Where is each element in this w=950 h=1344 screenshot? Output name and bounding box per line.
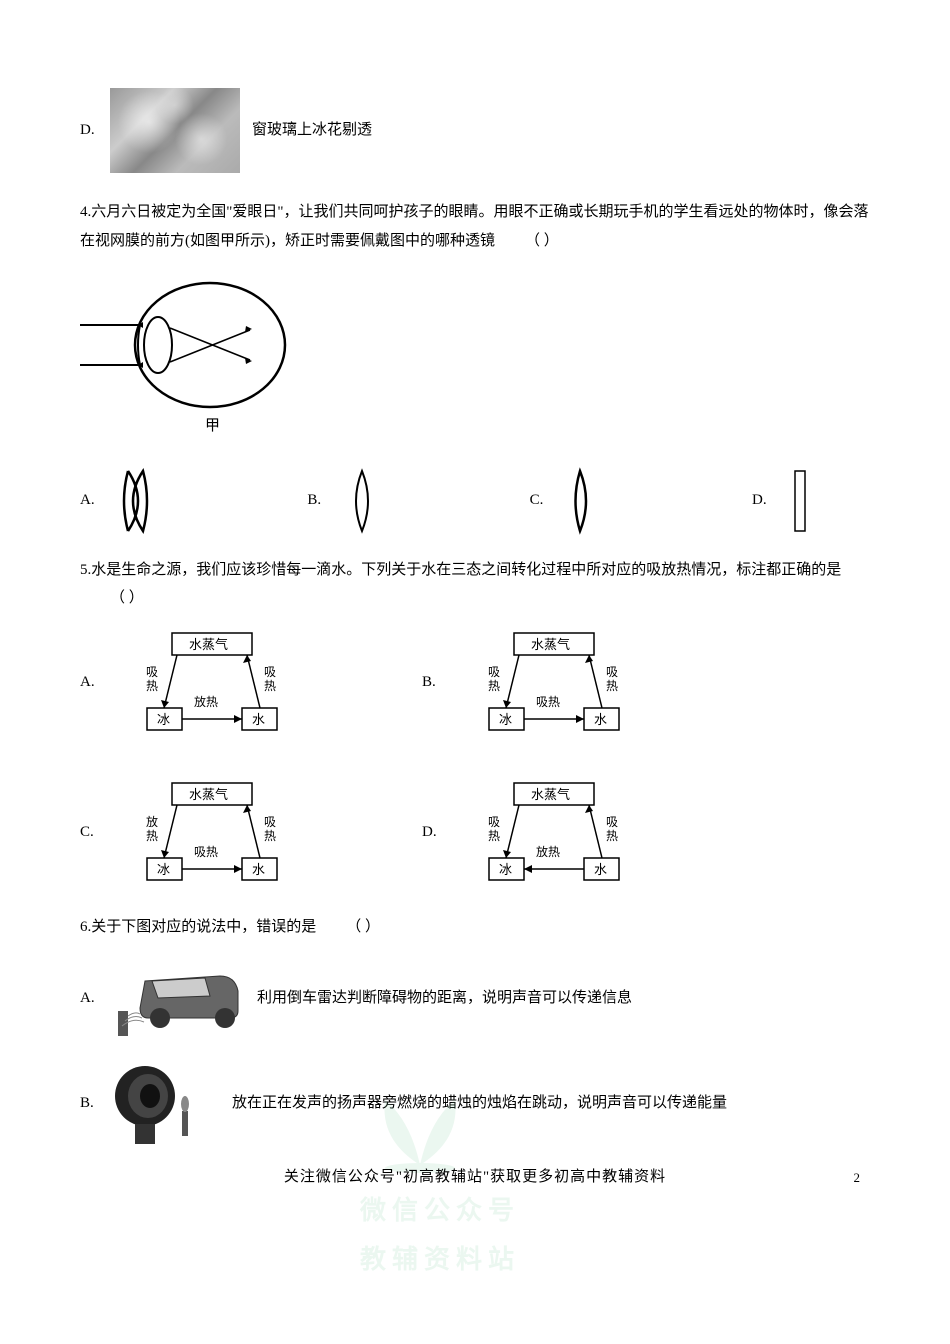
svg-text:吸: 吸 xyxy=(606,665,618,679)
concave-lens-crescent-icon xyxy=(118,466,158,536)
svg-text:冰: 冰 xyxy=(157,862,170,877)
svg-text:水: 水 xyxy=(252,862,265,877)
q6-a-text: 利用倒车雷达判断障碍物的距离，说明声音可以传递信息 xyxy=(257,984,632,1013)
flat-lens-icon xyxy=(790,466,810,536)
svg-text:吸: 吸 xyxy=(606,815,618,829)
eye-label: 甲 xyxy=(205,418,220,434)
car-radar-icon xyxy=(110,956,245,1041)
svg-text:放热: 放热 xyxy=(194,694,218,709)
crescent-lens-icon xyxy=(568,466,603,536)
q5-option-b: B. 水蒸气 冰 水 吸 热 吸 热 吸热 xyxy=(422,628,644,738)
q5-diagrams: A. 水蒸气 冰 水 吸 热 吸 热 放热 B. xyxy=(80,628,870,888)
watermark-line1: 微信公众号 xyxy=(360,1186,520,1235)
svg-text:热: 热 xyxy=(488,829,500,843)
svg-text:热: 热 xyxy=(488,679,500,693)
speaker-candle-icon xyxy=(110,1056,220,1151)
q4-option-a: A. xyxy=(80,466,158,536)
svg-text:热: 热 xyxy=(264,679,276,693)
question-option-d: D. 窗玻璃上冰花剔透 xyxy=(80,88,870,173)
svg-text:水蒸气: 水蒸气 xyxy=(531,787,570,802)
svg-text:热: 热 xyxy=(606,829,618,843)
convex-lens-icon xyxy=(345,466,380,536)
svg-text:热: 热 xyxy=(146,829,158,843)
svg-text:水: 水 xyxy=(252,712,265,727)
svg-text:冰: 冰 xyxy=(499,712,512,727)
q5-stem: 5.水是生命之源，我们应该珍惜每一滴水。下列关于水在三态之间转化过程中所对应的吸… xyxy=(80,556,870,613)
svg-text:冰: 冰 xyxy=(499,862,512,877)
phase-diagram-a: 水蒸气 冰 水 吸 热 吸 热 放热 xyxy=(122,628,302,738)
phase-diagram-b: 水蒸气 冰 水 吸 热 吸 热 吸热 xyxy=(464,628,644,738)
q6-b-text: 放在正在发声的扬声器旁燃烧的蜡烛的烛焰在跳动，说明声音可以传递能量 xyxy=(232,1089,727,1118)
q5-option-a: A. 水蒸气 冰 水 吸 热 吸 热 放热 xyxy=(80,628,302,738)
svg-text:吸: 吸 xyxy=(264,665,276,679)
frost-image xyxy=(110,88,240,173)
option-d-text: 窗玻璃上冰花剔透 xyxy=(252,116,372,145)
svg-text:热: 热 xyxy=(606,679,618,693)
q6-stem: 6.关于下图对应的说法中，错误的是（ ） xyxy=(80,913,870,942)
q4-options: A. B. C. D. xyxy=(80,466,870,536)
svg-text:冰: 冰 xyxy=(157,712,170,727)
phase-diagram-c: 水蒸气 冰 水 放 热 吸 热 吸热 xyxy=(122,778,302,888)
svg-text:水蒸气: 水蒸气 xyxy=(189,637,228,652)
question-5: 5.水是生命之源，我们应该珍惜每一滴水。下列关于水在三态之间转化过程中所对应的吸… xyxy=(80,556,870,888)
page-number: 2 xyxy=(854,1166,861,1191)
question-4: 4.六月六日被定为全国"爱眼日"，让我们共同呵护孩子的眼睛。用眼不正确或长期玩手… xyxy=(80,198,870,536)
q5-option-c: C. 水蒸气 冰 水 放 热 吸 热 吸热 xyxy=(80,778,302,888)
eye-diagram: 甲 xyxy=(80,270,870,451)
svg-text:吸: 吸 xyxy=(488,665,500,679)
q6-option-b: B. 放在正在发声的扬声器旁燃烧的蜡烛的烛焰在跳动，说明声音可以传递能量 xyxy=(80,1056,870,1151)
option-label-d: D. xyxy=(80,116,100,145)
q6-option-a: A. 利用倒车雷达判断障碍物的距离，说明声音可以传递信息 xyxy=(80,956,870,1041)
svg-text:水: 水 xyxy=(594,862,607,877)
q4-option-c: C. xyxy=(530,466,603,536)
svg-text:水蒸气: 水蒸气 xyxy=(189,787,228,802)
q4-stem: 4.六月六日被定为全国"爱眼日"，让我们共同呵护孩子的眼睛。用眼不正确或长期玩手… xyxy=(80,198,870,255)
svg-text:热: 热 xyxy=(264,829,276,843)
svg-text:吸: 吸 xyxy=(146,665,158,679)
phase-diagram-d: 水蒸气 冰 水 吸 热 吸 热 放热 xyxy=(464,778,644,888)
svg-text:吸: 吸 xyxy=(488,815,500,829)
q5-option-d: D. 水蒸气 冰 水 吸 热 吸 热 放热 xyxy=(422,778,644,888)
watermark-line2: 教辅资料站 xyxy=(360,1235,520,1284)
svg-text:吸热: 吸热 xyxy=(194,845,218,859)
footer-text: 关注微信公众号"初高教辅站"获取更多初高中教辅资料 xyxy=(0,1163,950,1192)
svg-text:水: 水 xyxy=(594,712,607,727)
svg-text:放热: 放热 xyxy=(536,844,560,859)
svg-text:热: 热 xyxy=(146,679,158,693)
svg-text:吸: 吸 xyxy=(264,815,276,829)
svg-text:放: 放 xyxy=(146,814,158,829)
q4-option-b: B. xyxy=(307,466,380,536)
svg-text:水蒸气: 水蒸气 xyxy=(531,637,570,652)
q4-option-d: D. xyxy=(752,466,810,536)
svg-text:吸热: 吸热 xyxy=(536,695,560,709)
question-6: 6.关于下图对应的说法中，错误的是（ ） A. 利用倒车雷达判断障碍物的距离，说… xyxy=(80,913,870,1152)
